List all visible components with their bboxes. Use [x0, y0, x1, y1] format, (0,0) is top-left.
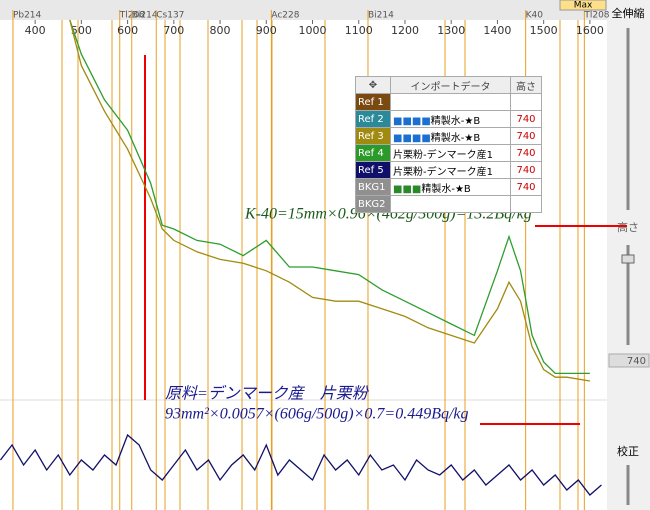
height-label: 高さ: [617, 220, 639, 234]
ref-name: BKG1: [355, 178, 391, 196]
height: 740: [510, 178, 542, 196]
import-table: ✥ インポートデータ 高さ Ref 1 Ref 2 ■■■■精製水-★B 740 Ref 3…: [355, 76, 542, 213]
height-box: [608, 353, 650, 368]
import-label: 片栗粉-デンマーク産1: [390, 161, 511, 179]
height-value: 740: [627, 356, 646, 367]
label-text: 精製水-★B: [430, 132, 481, 144]
import-label: [390, 93, 511, 111]
peak-label: Pb214: [13, 11, 42, 21]
zoom-label: 全伸縮: [612, 6, 645, 20]
x-tick-label: 400: [25, 24, 46, 37]
import-label: 片栗粉-デンマーク産1: [390, 144, 511, 162]
x-tick-label: 1300: [437, 24, 465, 37]
spectrum-line: [69, 19, 591, 382]
calibrate-label: 校正: [617, 444, 639, 458]
label-text: 精製水-★B: [430, 115, 481, 127]
ref-name: Ref 3: [355, 127, 391, 145]
height: 740: [510, 161, 542, 179]
marker: ■■■: [393, 183, 422, 195]
max-button[interactable]: [559, 0, 607, 11]
marker: ■■■■: [393, 132, 431, 144]
height: 740: [510, 110, 542, 128]
import-label: ■■■精製水-★B: [390, 178, 511, 196]
peak-bar: [0, 0, 607, 20]
import-label: [390, 195, 511, 213]
import-label: ■■■■精製水-★B: [390, 127, 511, 145]
peak-label: K40: [526, 11, 544, 21]
x-tick-label: 900: [256, 24, 277, 37]
peak-label: Tl208: [583, 11, 609, 21]
x-tick-label: 700: [163, 24, 184, 37]
ref-name: Ref 5: [355, 161, 391, 179]
table-row[interactable]: Ref 3 ■■■■精製水-★B 740: [355, 127, 542, 145]
x-tick-label: 600: [117, 24, 138, 37]
x-tick-label: 500: [71, 24, 92, 37]
table-row[interactable]: Ref 1: [355, 93, 542, 111]
x-tick-label: 1100: [345, 24, 373, 37]
table-row[interactable]: BKG1 ■■■精製水-★B 740: [355, 178, 542, 196]
table-row[interactable]: BKG2: [355, 195, 542, 213]
label-text: 片栗粉-デンマーク産1: [393, 149, 493, 161]
height: [510, 93, 542, 111]
table-row[interactable]: Ref 4 片栗粉-デンマーク産1 740: [355, 144, 542, 162]
peak-label: Cs137: [156, 11, 184, 21]
height: 740: [510, 127, 542, 145]
ref-name: BKG2: [355, 195, 391, 213]
label-text: 片栗粉-デンマーク産1: [393, 166, 493, 178]
import-label: ■■■■精製水-★B: [390, 110, 511, 128]
x-tick-label: 800: [210, 24, 231, 37]
spectrum-line: [0, 433, 602, 496]
peak-label: Bi214: [132, 11, 158, 21]
marker: ■■■■: [393, 115, 431, 127]
material-annotation: 原料=デンマーク産 片栗粉: [165, 385, 370, 403]
table-row[interactable]: Ref 5 片栗粉-デンマーク産1 740: [355, 161, 542, 179]
x-tick-label: 1500: [530, 24, 558, 37]
max-label: Max: [574, 1, 593, 11]
ref-name: Ref 1: [355, 93, 391, 111]
header-cell: 高さ: [510, 76, 542, 94]
ref-name: Ref 4: [355, 144, 391, 162]
x-tick-label: 1400: [483, 24, 511, 37]
label-text: 精製水-★B: [421, 183, 471, 195]
slider-thumb[interactable]: [621, 254, 635, 264]
peak-label: Ac228: [271, 11, 299, 21]
calc-annotation: 93mm²×0.0057×(606g/500g)×0.7=0.449Bq/kg: [165, 406, 469, 423]
height: [510, 195, 542, 213]
table-row[interactable]: Ref 2 ■■■■精製水-★B 740: [355, 110, 542, 128]
header-cell: インポートデータ: [390, 76, 511, 94]
peak-label: Bi214: [368, 11, 394, 21]
height: 740: [510, 144, 542, 162]
x-tick-label: 1000: [299, 24, 327, 37]
ref-name: Ref 2: [355, 110, 391, 128]
x-tick-label: 1200: [391, 24, 419, 37]
header-cell: ✥: [355, 76, 391, 94]
x-tick-label: 1600: [576, 24, 604, 37]
spectrum-line: [69, 19, 590, 375]
